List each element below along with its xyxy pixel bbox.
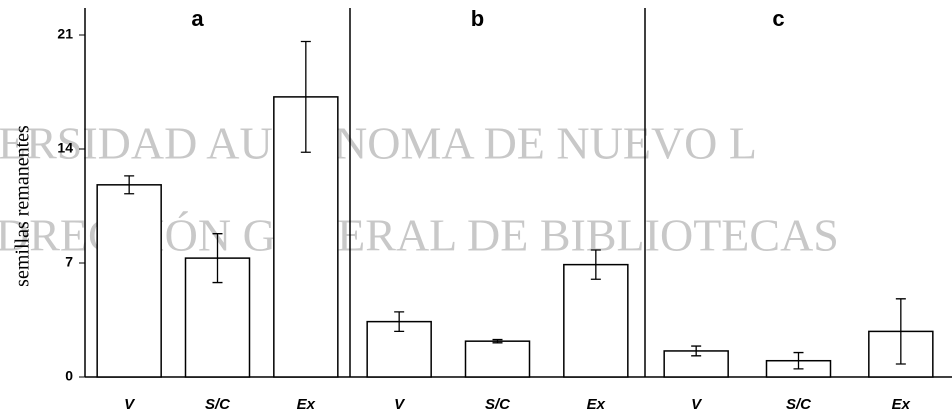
x-tick-label: V <box>691 396 703 413</box>
x-tick-label: Ex <box>892 396 911 413</box>
x-tick-label: Ex <box>587 396 606 413</box>
error-bar <box>590 249 601 280</box>
error-bar <box>394 311 405 333</box>
error-bar <box>793 351 804 370</box>
x-tick-label: S/C <box>786 396 812 413</box>
y-tick-label: 21 <box>57 26 73 42</box>
error-bar <box>124 175 135 195</box>
panel-label: c <box>772 6 784 31</box>
x-tick-label: V <box>124 396 136 413</box>
error-bar <box>212 233 223 284</box>
y-tick-label: 0 <box>65 368 73 384</box>
bar <box>464 340 531 378</box>
bar <box>96 184 162 378</box>
x-tick-label: S/C <box>205 396 231 413</box>
x-tick-label: V <box>394 396 406 413</box>
bar <box>563 263 629 378</box>
panel-label: a <box>191 6 204 31</box>
y-tick-label: 14 <box>57 140 73 156</box>
error-bar <box>300 40 311 153</box>
error-bar <box>691 345 702 357</box>
y-axis-label: semillas remanentes <box>12 125 34 287</box>
x-tick-label: Ex <box>297 396 316 413</box>
error-bar <box>492 338 503 344</box>
panel-label: b <box>471 6 484 31</box>
error-bar <box>895 298 906 365</box>
watermark: ERSIDAD AUTÓNOMA DE NUEVO L <box>0 118 757 169</box>
x-tick-label: S/C <box>485 396 511 413</box>
y-tick-label: 7 <box>65 254 73 270</box>
